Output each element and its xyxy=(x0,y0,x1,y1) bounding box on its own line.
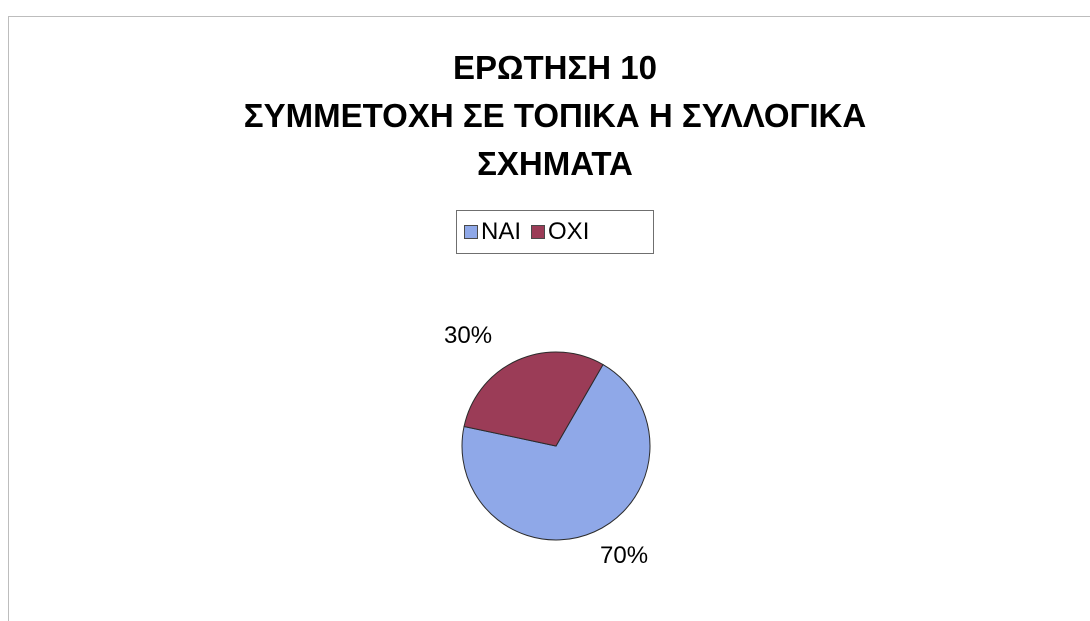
title-line-3: ΣΧΗΜΑΤΑ xyxy=(477,145,633,182)
legend-label-no: ΟΧΙ xyxy=(548,218,590,245)
title-line-2: ΣΥΜΜΕΤΟΧΗ ΣΕ ΤΟΠΙΚΑ Η ΣΥΛΛΟΓΙΚΑ xyxy=(243,97,867,134)
legend-label-yes: ΝΑΙ xyxy=(481,218,522,245)
pie-slice-yes xyxy=(461,363,651,541)
pie-slice-no xyxy=(463,351,604,447)
legend-entry-yes: ΝΑΙ xyxy=(464,220,521,244)
chart-title: ΕΡΩΤΗΣΗ 10 ΣΥΜΜΕΤΟΧΗ ΣΕ ΤΟΠΙΚΑ Η ΣΥΛΛΟΓΙ… xyxy=(0,44,1090,188)
legend-swatch-no xyxy=(531,225,546,239)
data-label-yes: 70% xyxy=(600,542,648,569)
legend-swatch-yes xyxy=(464,225,478,239)
title-line-1: ΕΡΩΤΗΣΗ 10 xyxy=(453,49,657,86)
data-label-no: 30% xyxy=(444,322,492,349)
legend-entry-no: ΟΧΙ xyxy=(531,220,589,244)
chart-legend: ΝΑΙ ΟΧΙ xyxy=(456,210,654,254)
